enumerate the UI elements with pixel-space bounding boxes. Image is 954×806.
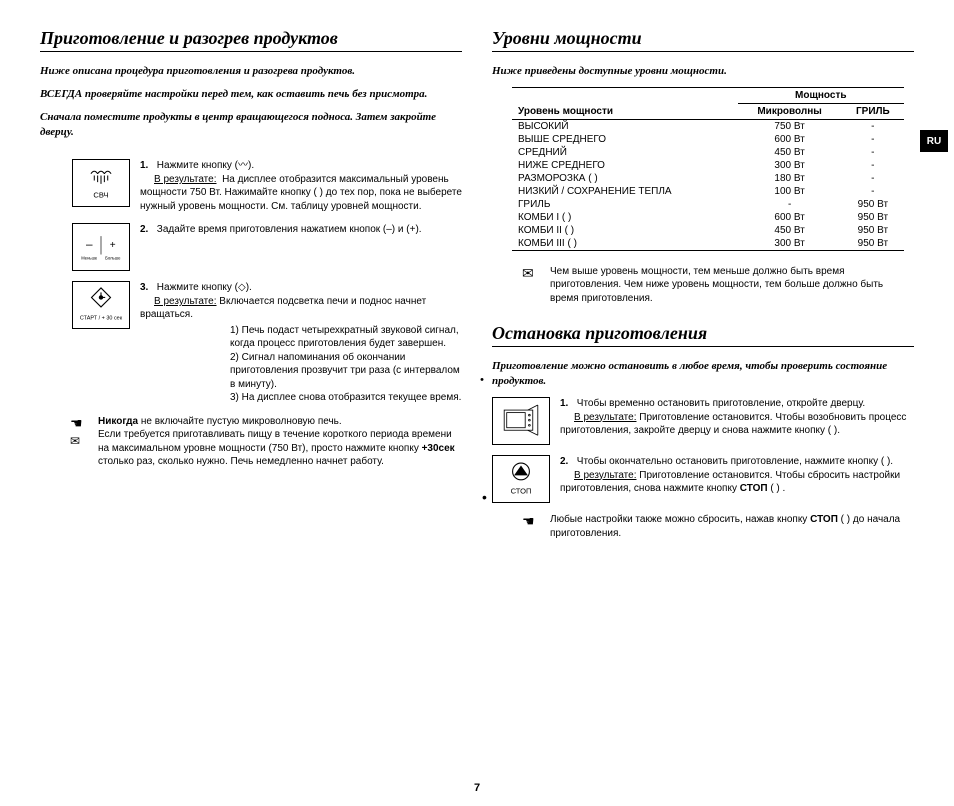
stop-button-icon: СТОП	[492, 455, 550, 503]
intro-3: Сначала поместите продукты в центр враща…	[40, 110, 462, 140]
step-1: СВЧ 1. Нажмите кнопку (〰). В результате:…	[72, 159, 462, 213]
table-row: ВЫСОКИЙ750 Вт-	[512, 119, 904, 133]
microwave-button-icon: СВЧ	[72, 159, 130, 207]
svg-text:СТАРТ / + 30 сек: СТАРТ / + 30 сек	[80, 316, 123, 322]
page-columns: Приготовление и разогрев продуктов Ниже …	[40, 28, 914, 540]
svg-text:Меньше: Меньше	[81, 256, 98, 261]
intro-2: ВСЕГДА проверяйте настройки перед тем, к…	[40, 87, 462, 102]
step-3-sub1: 1) Печь подаст четырехкратный звуковой с…	[230, 324, 462, 351]
language-tab: RU	[920, 130, 948, 152]
step-2: – + Меньше Больше 2. Задайте время приго…	[72, 223, 462, 271]
heading-stop: Остановка приготовления	[492, 323, 914, 347]
microwave-icon: 〰	[238, 160, 248, 171]
right-column: Уровни мощности Ниже приведены доступные…	[492, 28, 914, 540]
intro-stop: • Приготовление можно остановить в любое…	[492, 359, 914, 389]
stop-step-2-body: 2. Чтобы окончательно остановить пригото…	[560, 455, 914, 503]
svg-text:СВЧ: СВЧ	[93, 191, 108, 200]
power-note: ✉ Чем выше уровень мощности, тем меньше …	[522, 265, 914, 306]
step-3-sub3: 3) На дисплее снова отобразится текущее …	[230, 391, 462, 405]
stop-note: ☚ Любые настройки также можно сбросить, …	[522, 513, 914, 540]
intro-power: Ниже приведены доступные уровни мощности…	[492, 64, 914, 79]
svg-text:–: –	[86, 238, 93, 251]
step-1-body: 1. Нажмите кнопку (〰). В результате: На …	[140, 159, 462, 213]
power-table: Уровень мощности Мощность Микроволны ГРИ…	[512, 87, 904, 251]
table-row: НИЖЕ СРЕДНЕГО300 Вт-	[512, 159, 904, 172]
stop-step-1-body: 1. Чтобы временно остановить приготовлен…	[560, 397, 914, 445]
svg-text:Больше: Больше	[105, 256, 121, 261]
start-button-icon: СТАРТ / + 30 сек	[72, 281, 130, 329]
table-row: КОМБИ II ( )450 Вт950 Вт	[512, 224, 904, 237]
table-row: НИЗКИЙ / СОХРАНЕНИЕ ТЕПЛА100 Вт-	[512, 185, 904, 198]
start-diamond-icon: ◇	[238, 282, 246, 293]
step-2-body: 2. Задайте время приготовления нажатием …	[140, 223, 462, 271]
table-row: КОМБИ I ( )600 Вт950 Вт	[512, 211, 904, 224]
microwave-open-icon	[492, 397, 550, 445]
step-3-body: 3. Нажмите кнопку (◇). В результате: Вкл…	[140, 281, 462, 405]
left-note: ☚✉ Никогда не включайте пустую микроволн…	[70, 415, 462, 469]
envelope-icon: ✉	[522, 265, 542, 306]
minus-plus-button-icon: – + Меньше Больше	[72, 223, 130, 271]
pointer-icon-2: ☚	[522, 513, 542, 540]
svg-text:+: +	[110, 240, 116, 251]
step-3: СТАРТ / + 30 сек 3. Нажмите кнопку (◇). …	[72, 281, 462, 405]
left-column: Приготовление и разогрев продуктов Ниже …	[40, 28, 462, 540]
table-row: ГРИЛЬ-950 Вт	[512, 198, 904, 211]
table-row: РАЗМОРОЗКА ( )180 Вт-	[512, 172, 904, 185]
pointer-icon: ☚✉	[70, 415, 90, 469]
stop-step-1: 1. Чтобы временно остановить приготовлен…	[492, 397, 914, 445]
stop-step-2: СТОП 2. Чтобы окончательно остановить пр…	[492, 455, 914, 503]
svg-text:СТОП: СТОП	[511, 486, 532, 495]
table-row: КОМБИ III ( )300 Вт950 Вт	[512, 237, 904, 251]
table-row: ВЫШЕ СРЕДНЕГО600 Вт-	[512, 133, 904, 146]
heading-cooking: Приготовление и разогрев продуктов	[40, 28, 462, 52]
page-number: 7	[0, 782, 954, 794]
heading-power-levels: Уровни мощности	[492, 28, 914, 52]
step-3-sub2: 2) Сигнал напоминания об окончании приго…	[230, 351, 462, 392]
intro-1: Ниже описана процедура приготовления и р…	[40, 64, 462, 79]
table-row: СРЕДНИЙ450 Вт-	[512, 146, 904, 159]
